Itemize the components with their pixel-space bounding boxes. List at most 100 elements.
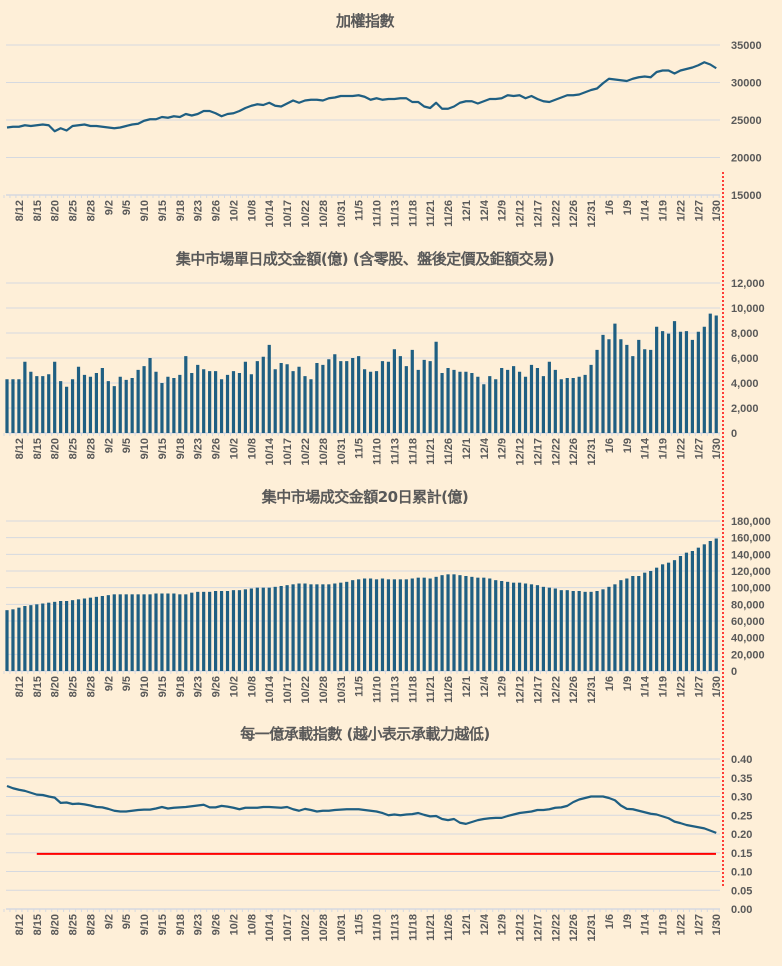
bar: [273, 369, 277, 433]
x-tick-label: 1/19: [658, 200, 670, 221]
y-tick-label: 8,000: [731, 328, 759, 340]
y-tick-label: 20000: [731, 153, 762, 165]
bar: [416, 369, 420, 433]
bar: [416, 577, 420, 671]
y-tick-label: 0.40: [731, 754, 752, 766]
x-tick-label: 8/15: [32, 676, 44, 697]
bar: [148, 358, 152, 433]
bar: [243, 589, 247, 671]
x-tick-label: 9/2: [103, 438, 115, 453]
x-tick-label: 12/17: [532, 676, 544, 704]
bar: [380, 361, 385, 433]
x-tick-label: 9/26: [211, 200, 223, 221]
x-tick-label: 12/26: [568, 438, 580, 466]
x-tick-label: 9/23: [193, 676, 205, 697]
bar: [106, 595, 110, 671]
bar: [142, 594, 146, 671]
bar: [392, 349, 396, 433]
bar: [678, 331, 683, 433]
bar: [88, 597, 93, 671]
x-tick-label: 11/18: [407, 200, 419, 227]
x-tick-label: 1/14: [640, 913, 652, 935]
bar: [613, 584, 617, 671]
x-tick-label: 8/15: [32, 914, 44, 935]
bar: [512, 582, 516, 671]
bar: [279, 586, 283, 671]
x-tick-label: 10/14: [264, 913, 276, 941]
x-tick-label: 9/15: [157, 438, 169, 459]
bar: [512, 366, 516, 433]
y-tick-label: 15000: [731, 190, 762, 202]
x-tick-label: 12/22: [550, 200, 562, 228]
bar: [70, 379, 75, 433]
bar: [708, 313, 712, 433]
x-tick-label: 8/15: [32, 438, 44, 459]
x-tick-label: 10/14: [264, 437, 276, 465]
bar: [130, 594, 134, 671]
x-tick-label: 1/19: [658, 914, 670, 935]
x-tick-label: 11/13: [389, 676, 401, 703]
bar: [178, 374, 182, 433]
bar: [11, 379, 15, 433]
x-tick-label: 12/26: [568, 676, 580, 704]
bar: [452, 369, 456, 433]
x-tick-label: 11/21: [425, 676, 437, 703]
x-tick-label: 11/18: [407, 438, 419, 465]
x-tick-label: 10/31: [336, 914, 348, 942]
bar: [160, 593, 164, 671]
x-tick-label: 11/18: [407, 676, 419, 703]
bar: [666, 333, 671, 433]
bar: [88, 376, 93, 433]
bar: [494, 580, 498, 671]
bar: [243, 361, 247, 433]
bar: [374, 371, 379, 433]
bar: [476, 577, 480, 671]
x-tick-label: 9/26: [211, 676, 223, 697]
bar: [655, 326, 659, 433]
bar: [321, 364, 325, 433]
y-tick-label: 0.35: [731, 773, 752, 785]
x-tick-label: 11/26: [443, 438, 455, 465]
x-tick-label: 10/22: [300, 914, 312, 942]
bar: [100, 368, 104, 433]
x-tick-label: 10/17: [282, 438, 294, 466]
bar: [392, 579, 396, 671]
x-tick-label: 12/17: [532, 438, 544, 466]
bar: [553, 369, 557, 433]
bar: [249, 374, 253, 433]
x-tick-label: 11/5: [354, 914, 366, 935]
bar: [208, 371, 212, 433]
x-tick-label: 12/12: [515, 438, 527, 466]
x-tick-label: 10/22: [300, 200, 312, 228]
bar: [684, 552, 689, 671]
x-tick-label: 10/17: [282, 676, 294, 704]
bar: [327, 359, 331, 433]
bar: [255, 587, 259, 671]
bar: [547, 361, 551, 433]
bar: [154, 593, 158, 671]
bar: [541, 586, 545, 671]
x-tick-label: 12/17: [532, 914, 544, 942]
x-tick-label: 10/28: [318, 438, 330, 466]
bar: [368, 578, 373, 671]
bar: [118, 594, 122, 671]
bar: [637, 576, 641, 671]
bar: [273, 586, 277, 671]
bar: [523, 376, 528, 433]
bar: [547, 587, 551, 671]
bar: [237, 590, 242, 671]
x-tick-label: 8/25: [68, 200, 80, 221]
bar: [678, 556, 683, 671]
bar: [124, 379, 128, 433]
x-tick-label: 9/10: [139, 200, 151, 221]
bar: [428, 361, 432, 433]
bar: [202, 369, 206, 433]
bar: [655, 567, 659, 671]
y-tick-label: 60,000: [731, 616, 765, 628]
bar: [291, 371, 295, 433]
y-tick-label: 4,000: [731, 378, 759, 390]
bar: [297, 583, 301, 671]
bar: [428, 578, 432, 671]
bar: [643, 572, 647, 671]
x-tick-label: 12/4: [479, 437, 491, 459]
